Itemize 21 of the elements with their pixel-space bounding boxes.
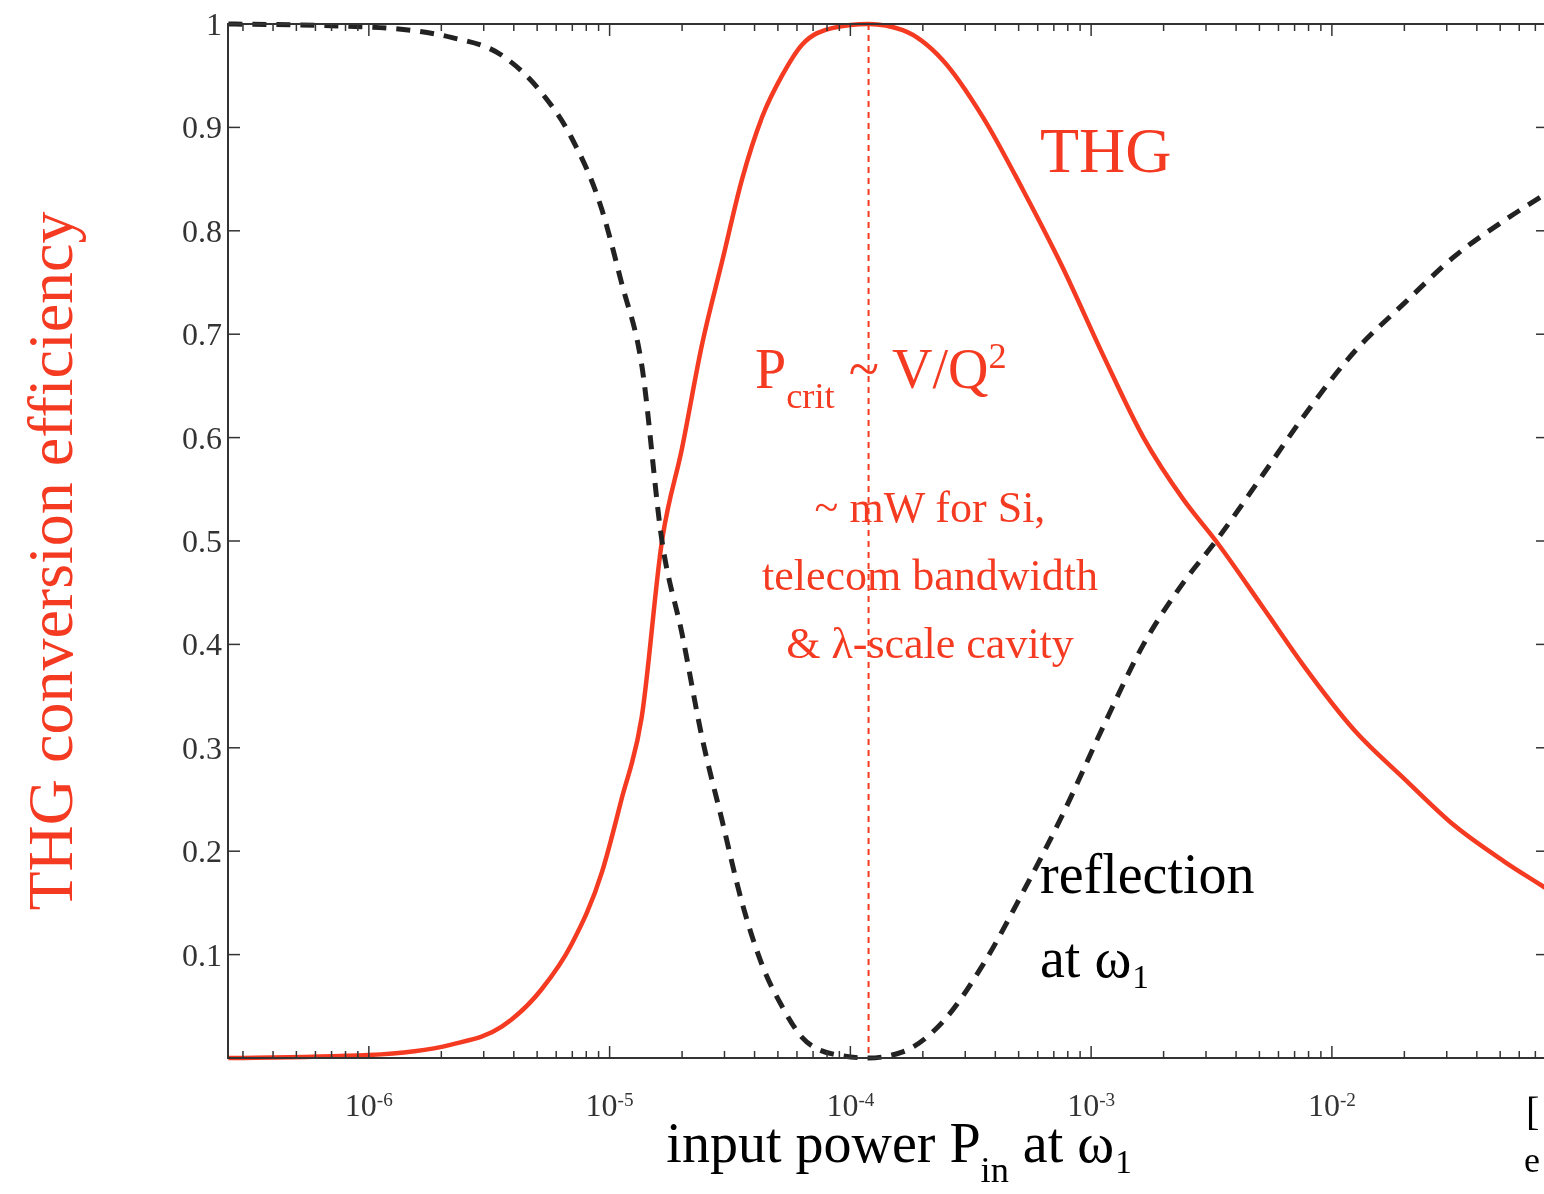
y-tick-label: 0.4 [182,626,222,663]
y-tick-label: 0.1 [182,936,222,973]
y-tick-label: 0.5 [182,523,222,559]
y-tick-label: 0.8 [182,212,222,249]
y-tick-label: 0.9 [182,109,222,146]
x-tick-label: 10$^{-6}$ [344,1087,394,1123]
series-label: reflection at ω₁ [1040,843,1255,989]
text: [ [1526,1089,1540,1134]
annotation: ~ mW for Si, telecom bandwidth & λ-scale cavity [761,483,1099,669]
y-tick-label: 0.2 [182,833,222,870]
y-tick-label: 0.7 [182,316,222,353]
y-tick-label: 0.6 [182,419,222,456]
x-tick-label: 10$^{-2}$ [1307,1087,1356,1123]
series-label: THG [1040,115,1172,186]
annotation: P$_{crit}$ ~ V/Q$^{2}$ [755,336,1007,416]
x-tick-label: 10$^{-3}$ [1067,1087,1116,1123]
y-axis-title: THG conversion efficiency [15,211,86,911]
y-tick-label: 1 [206,6,222,42]
y-tick-label: 0.3 [182,729,222,766]
x-tick-label: 10$^{-5}$ [585,1087,634,1123]
text: e [1524,1140,1540,1180]
